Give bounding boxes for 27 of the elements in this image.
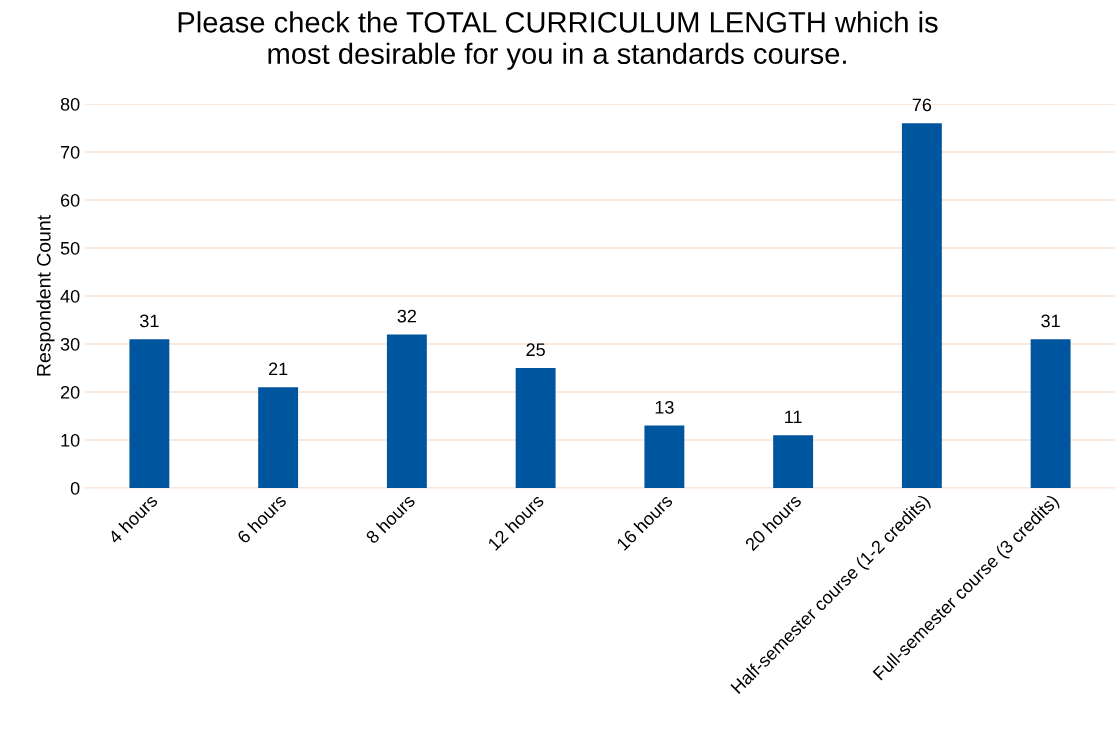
y-tick-label: 80 [60, 97, 80, 111]
data-label: 31 [1041, 314, 1060, 328]
y-tick-label: 60 [60, 193, 80, 207]
bar [129, 339, 170, 488]
data-label: 31 [140, 314, 159, 328]
y-axis-title: Respondent Count [36, 215, 55, 376]
data-label: 25 [526, 343, 545, 357]
y-tick-label: 70 [60, 145, 80, 159]
bar [258, 387, 299, 488]
data-label: 13 [655, 400, 674, 414]
y-tick-label: 30 [60, 337, 80, 351]
data-label: 32 [397, 309, 417, 323]
bar [386, 334, 427, 488]
bar [773, 435, 814, 488]
bar [644, 425, 685, 488]
data-label: 76 [912, 98, 932, 112]
y-tick-label: 50 [60, 241, 80, 255]
y-tick-label: 0 [70, 481, 80, 495]
bar [515, 368, 556, 488]
bar [901, 123, 942, 488]
bar [1030, 339, 1071, 488]
data-label: 21 [268, 362, 288, 376]
chart-title: Please check the TOTAL CURRICULUM LENGTH which is most desirable for you in a standards course. [178, 11, 938, 70]
y-tick-label: 10 [61, 433, 80, 447]
y-tick-label: 20 [60, 385, 80, 399]
y-tick-label: 40 [60, 289, 80, 303]
data-label: 11 [785, 410, 802, 424]
